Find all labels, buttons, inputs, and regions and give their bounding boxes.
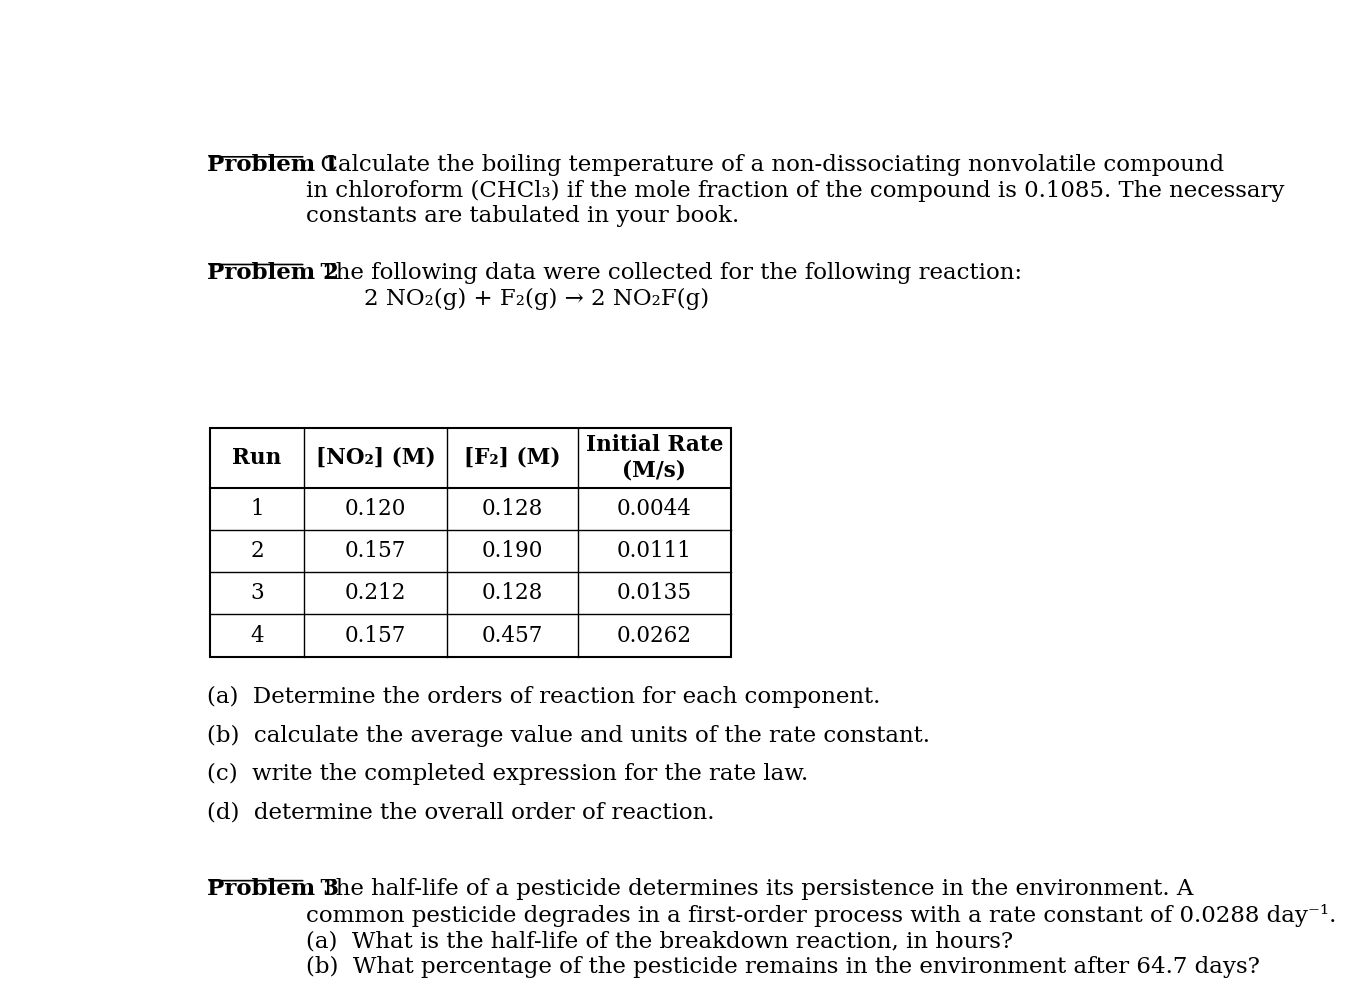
- Text: Run: Run: [232, 447, 281, 469]
- Bar: [209, 428, 731, 656]
- Text: 0.128: 0.128: [482, 498, 543, 519]
- Text: 0.457: 0.457: [482, 624, 543, 646]
- Text: 3: 3: [250, 582, 263, 604]
- Text: 0.0111: 0.0111: [617, 540, 691, 562]
- Text: 0.128: 0.128: [482, 582, 543, 604]
- Text: [F₂] (M): [F₂] (M): [464, 447, 561, 469]
- Text: 0.0135: 0.0135: [617, 582, 693, 604]
- Text: 0.120: 0.120: [345, 498, 406, 519]
- Text: . Calculate the boiling temperature of a non-dissociating nonvolatile compound
i: . Calculate the boiling temperature of a…: [306, 155, 1285, 228]
- Text: [NO₂] (M): [NO₂] (M): [315, 447, 436, 469]
- Text: 4: 4: [250, 624, 263, 646]
- Text: Problem 3: Problem 3: [206, 878, 338, 900]
- Text: (c)  write the completed expression for the rate law.: (c) write the completed expression for t…: [206, 763, 808, 785]
- Text: (d)  determine the overall order of reaction.: (d) determine the overall order of react…: [206, 801, 714, 823]
- Text: 0.157: 0.157: [345, 624, 406, 646]
- Text: 1: 1: [250, 498, 263, 519]
- Text: 0.157: 0.157: [345, 540, 406, 562]
- Text: Problem 1: Problem 1: [206, 155, 338, 177]
- Text: 0.190: 0.190: [482, 540, 543, 562]
- Text: . The following data were collected for the following reaction:
        2 NO₂(g): . The following data were collected for …: [306, 262, 1021, 310]
- Text: (a)  Determine the orders of reaction for each component.: (a) Determine the orders of reaction for…: [206, 686, 880, 708]
- Text: Problem 2: Problem 2: [206, 262, 338, 284]
- Text: . The half-life of a pesticide determines its persistence in the environment. A
: . The half-life of a pesticide determine…: [306, 878, 1336, 978]
- Text: 0.0044: 0.0044: [617, 498, 691, 519]
- Text: 0.212: 0.212: [345, 582, 406, 604]
- Text: (b)  calculate the average value and units of the rate constant.: (b) calculate the average value and unit…: [206, 724, 930, 746]
- Text: 0.0262: 0.0262: [617, 624, 693, 646]
- Text: Initial Rate
(M/s): Initial Rate (M/s): [585, 434, 722, 482]
- Text: 2: 2: [250, 540, 263, 562]
